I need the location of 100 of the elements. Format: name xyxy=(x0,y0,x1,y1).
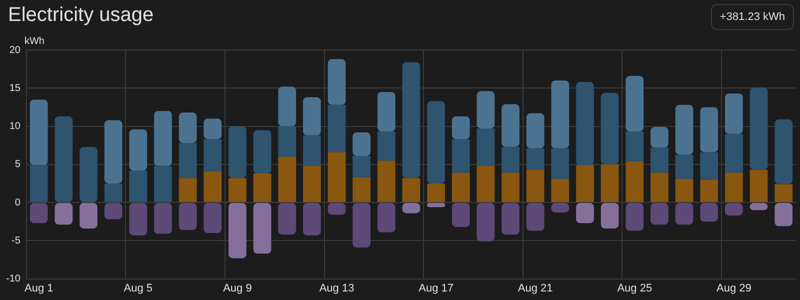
bar xyxy=(30,203,48,224)
bar xyxy=(204,118,222,140)
bar xyxy=(278,203,296,235)
bar xyxy=(377,160,396,202)
bar xyxy=(178,143,197,178)
y-tick-label: -10 xyxy=(6,274,21,285)
bar xyxy=(328,152,346,202)
x-tick-label: Aug 1 xyxy=(24,282,54,294)
bar xyxy=(476,128,495,166)
bar xyxy=(452,203,470,227)
bar xyxy=(576,82,594,166)
bar xyxy=(427,203,445,208)
bar xyxy=(80,203,98,228)
bar xyxy=(178,203,197,230)
bar xyxy=(626,132,644,162)
bar xyxy=(129,203,148,236)
bar xyxy=(502,172,520,202)
bar xyxy=(154,203,172,234)
y-tick-label: 5 xyxy=(14,159,21,170)
bar xyxy=(452,139,470,173)
bar xyxy=(54,116,73,202)
x-tick-label: Aug 29 xyxy=(716,282,752,294)
bar xyxy=(750,170,768,202)
bar xyxy=(402,178,420,202)
bar xyxy=(476,203,495,242)
bar xyxy=(352,203,371,248)
bar xyxy=(253,130,272,174)
bar xyxy=(725,172,743,202)
bar xyxy=(526,113,544,148)
bar xyxy=(253,174,272,202)
bar xyxy=(427,101,445,184)
bar xyxy=(129,129,148,170)
bar xyxy=(774,184,793,202)
y-tick-label: -5 xyxy=(12,235,21,246)
bar xyxy=(626,76,644,132)
bar xyxy=(352,156,371,178)
bar xyxy=(675,203,694,225)
bar xyxy=(551,80,570,148)
bar xyxy=(452,172,470,202)
bar xyxy=(204,171,222,202)
bar xyxy=(675,178,694,202)
bar xyxy=(600,203,619,228)
y-tick-label: 0 xyxy=(14,197,21,208)
bar xyxy=(302,135,321,166)
bar xyxy=(104,120,122,184)
bar xyxy=(476,166,495,202)
x-tick-label: Aug 9 xyxy=(223,282,252,294)
bar xyxy=(626,161,644,202)
bar xyxy=(526,148,544,170)
chart-title: Electricity usage xyxy=(8,4,154,27)
bar xyxy=(725,93,743,134)
bar xyxy=(700,107,718,152)
bar xyxy=(253,203,272,254)
bar xyxy=(650,203,668,225)
bar xyxy=(352,177,371,202)
bar xyxy=(427,183,445,202)
bar xyxy=(178,112,197,144)
bar xyxy=(30,165,48,202)
bar xyxy=(551,148,570,179)
bar xyxy=(700,180,718,202)
x-tick-label: Aug 17 xyxy=(418,282,454,294)
bar xyxy=(377,203,396,232)
bar xyxy=(626,203,644,231)
y-tick-label: 15 xyxy=(9,82,21,94)
bar xyxy=(650,127,668,148)
bar xyxy=(54,203,73,225)
bar xyxy=(352,132,371,156)
bar xyxy=(154,111,172,166)
bar xyxy=(774,203,793,226)
x-tick-label: Aug 21 xyxy=(518,282,553,294)
bar xyxy=(104,183,122,202)
bar xyxy=(650,172,668,202)
bar xyxy=(228,203,246,258)
bar xyxy=(402,62,420,178)
bar xyxy=(80,146,98,202)
bar xyxy=(502,203,520,235)
bar xyxy=(328,59,346,105)
bar xyxy=(204,139,222,172)
bar xyxy=(750,87,768,170)
bar xyxy=(700,152,718,180)
bar xyxy=(104,203,122,220)
y-axis-title: kWh xyxy=(24,36,44,47)
bar xyxy=(526,170,544,202)
bar xyxy=(377,92,396,132)
bar xyxy=(675,104,694,154)
bar xyxy=(576,203,594,224)
bar xyxy=(576,165,594,202)
bar xyxy=(725,203,743,216)
y-tick-label: 20 xyxy=(9,44,21,56)
bar xyxy=(774,119,793,184)
bar xyxy=(278,86,296,126)
bar xyxy=(278,156,296,202)
y-tick-label: 10 xyxy=(9,121,21,132)
bar xyxy=(129,170,148,202)
bar xyxy=(526,203,544,231)
bar xyxy=(328,104,346,152)
bar xyxy=(302,97,321,136)
x-tick-label: Aug 13 xyxy=(319,282,354,294)
bar xyxy=(302,166,321,202)
bar xyxy=(725,134,743,173)
